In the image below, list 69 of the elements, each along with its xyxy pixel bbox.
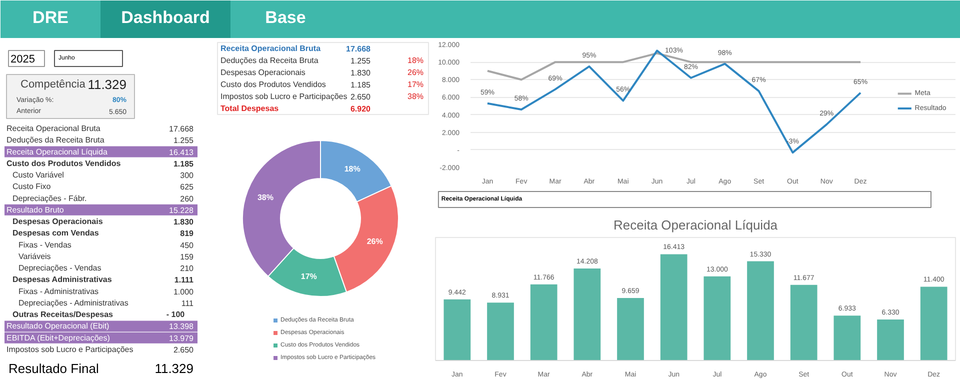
text: - 100 — [166, 310, 186, 320]
text: Impostos sob Lucro e Participações — [220, 92, 348, 101]
text: 819 — [180, 229, 194, 238]
text: 159 — [180, 252, 194, 262]
text: Depreciações - Fábr. — [12, 194, 87, 203]
chart-title: Receita Operacional Líquida — [613, 218, 778, 232]
text: Depreciações - Administrativas — [18, 298, 128, 308]
text: 260 — [180, 194, 194, 204]
text: 17% — [407, 80, 424, 89]
text: Outras Receitas/Despesas — [12, 310, 114, 320]
text: 2.650 — [173, 345, 194, 354]
text: EBITDA (Ebit+Depreciações) — [6, 333, 110, 342]
text: Deduções da Receita Bruta — [220, 56, 319, 65]
text: Base — [265, 8, 306, 27]
text: 11.329 — [88, 77, 126, 92]
text: Competência — [20, 78, 86, 90]
text: Despesas Administrativas — [12, 275, 112, 284]
text: Resultado Operacional (Ebit) — [6, 322, 110, 331]
text: 1.830 — [173, 218, 194, 227]
text: Depreciações - Vendas — [18, 264, 102, 273]
text: Despesas Operacionais — [12, 217, 104, 226]
text: 1.185 — [350, 80, 372, 90]
text: Custo Fixo — [12, 182, 52, 192]
text: 1.185 — [173, 159, 194, 168]
text: Deduções da Receita Bruta — [6, 136, 105, 145]
text: Fixas - Vendas — [18, 240, 72, 250]
text: 625 — [180, 182, 194, 192]
data-label: 18% — [344, 164, 360, 174]
text: 26% — [407, 68, 424, 77]
text: Receita Operacional Bruta — [220, 44, 322, 53]
text: 17.668 — [169, 124, 194, 134]
text: 38% — [407, 92, 424, 101]
text: Custo dos Produtos Vendidos — [220, 80, 326, 89]
text: 2025 — [10, 54, 35, 66]
text: 17.668 — [346, 44, 372, 54]
text: Despesas Operacionais — [220, 68, 306, 77]
text: Custo Variável — [12, 170, 64, 180]
text: 18% — [407, 56, 424, 65]
text: Variáveis — [18, 252, 51, 261]
text: DRE — [32, 8, 68, 27]
text: 1.255 — [173, 136, 194, 146]
text: 210 — [180, 264, 194, 274]
data-label: 17% — [300, 272, 317, 281]
text: Custo dos Produtos Vendidos — [6, 158, 122, 168]
data-label: 26% — [366, 236, 383, 246]
text: 13.398 — [169, 322, 194, 332]
text: 1.830 — [350, 68, 372, 78]
text: 1.000 — [173, 287, 194, 296]
text: Despesas com Vendas — [12, 228, 100, 238]
text: 13.979 — [169, 334, 194, 343]
text: 111 — [181, 298, 194, 308]
text: 1.111 — [174, 276, 194, 285]
text: 6.920 — [350, 104, 372, 114]
text: Impostos sob Lucro e Participações — [6, 344, 134, 354]
text: Total Despesas — [220, 104, 280, 113]
text: 15.228 — [169, 206, 194, 215]
text: Dashboard — [121, 8, 210, 27]
text: Receita Operacional Bruta — [6, 124, 101, 133]
text: Resultado Bruto — [6, 205, 64, 214]
text: 11.329 — [154, 361, 194, 376]
text: Fixas - Administrativas — [18, 286, 99, 296]
text: 2.650 — [350, 92, 372, 102]
text: 450 — [180, 240, 194, 250]
text: 1.255 — [350, 56, 372, 66]
text: 300 — [180, 171, 194, 180]
data-label: 38% — [257, 192, 274, 202]
text: 16.413 — [169, 148, 194, 157]
text: Receita Operacional Líquida — [6, 147, 108, 156]
text: Resultado Final — [8, 361, 99, 376]
